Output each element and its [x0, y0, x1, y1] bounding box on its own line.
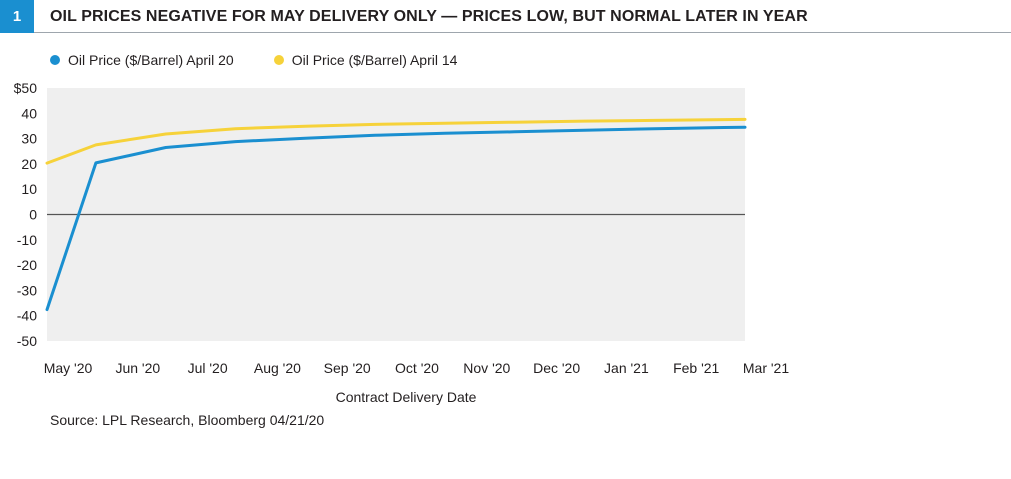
x-tick-label: Sep '20: [324, 360, 371, 376]
x-tick-label: Feb '21: [673, 360, 719, 376]
plot-area: [47, 88, 745, 341]
x-tick-label: May '20: [44, 360, 93, 376]
x-tick-label: Aug '20: [254, 360, 301, 376]
chart-legend: Oil Price ($/Barrel) April 20 Oil Price …: [50, 52, 497, 68]
x-tick-label: Dec '20: [533, 360, 580, 376]
x-tick-label: Nov '20: [463, 360, 510, 376]
legend-item-april-20: Oil Price ($/Barrel) April 20: [50, 52, 234, 68]
x-tick-label: Jan '21: [604, 360, 649, 376]
y-tick-label: -30: [17, 282, 37, 298]
y-tick-label: $50: [14, 80, 38, 96]
y-tick-label: 0: [29, 207, 37, 223]
y-tick-label: -10: [17, 232, 37, 248]
x-tick-label: Jun '20: [115, 360, 160, 376]
chart-title: OIL PRICES NEGATIVE FOR MAY DELIVERY ONL…: [50, 8, 808, 25]
y-tick-label: 10: [21, 181, 37, 197]
x-tick-label: Mar '21: [743, 360, 789, 376]
y-tick-label: -40: [17, 308, 37, 324]
x-tick-label: Oct '20: [395, 360, 439, 376]
title-divider: [34, 32, 1011, 33]
x-tick-label: Jul '20: [188, 360, 228, 376]
y-tick-label: 20: [21, 156, 37, 172]
legend-item-april-14: Oil Price ($/Barrel) April 14: [273, 52, 458, 68]
series-line-april-14: [45, 117, 747, 165]
y-tick-label: -20: [17, 257, 37, 273]
legend-dot-icon: [273, 55, 284, 65]
legend-label: Oil Price ($/Barrel) April 20: [68, 52, 234, 68]
series-line-april-20: [45, 125, 747, 312]
legend-label: Oil Price ($/Barrel) April 14: [291, 52, 458, 68]
y-tick-label: 30: [21, 131, 37, 147]
y-tick-label: -50: [17, 333, 37, 349]
source-note: Source: LPL Research, Bloomberg 04/21/20: [50, 412, 325, 428]
legend-dot-icon: [50, 55, 60, 65]
x-axis-title: Contract Delivery Date: [336, 389, 477, 405]
figure-number-badge: 1: [0, 0, 34, 33]
y-tick-label: 40: [21, 105, 37, 121]
